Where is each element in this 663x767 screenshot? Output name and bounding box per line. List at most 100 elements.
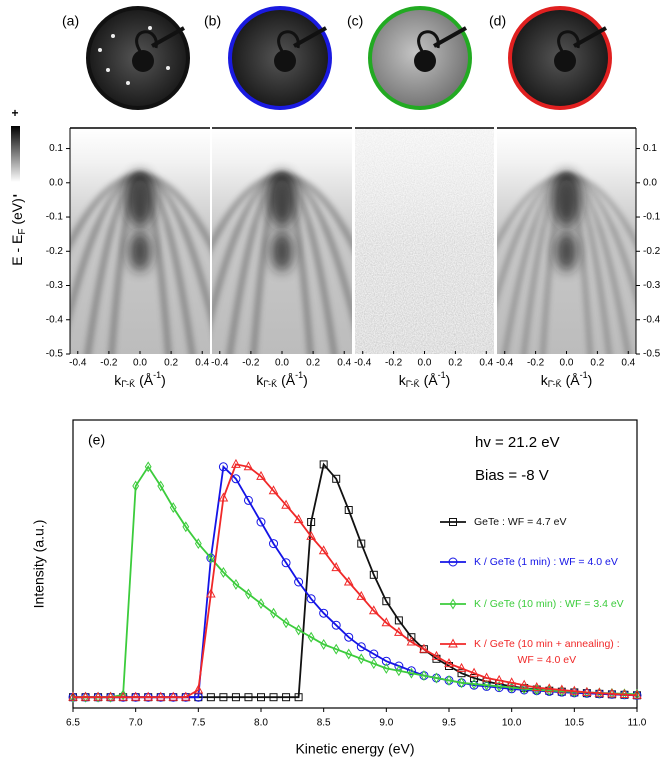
legend-marker xyxy=(448,638,458,648)
marker xyxy=(331,620,341,630)
x-tick-label: 0.2 xyxy=(590,358,604,369)
y-axis-label-part: E - E xyxy=(9,235,25,266)
y-tick-label: -0.3 xyxy=(643,280,661,291)
marker xyxy=(220,566,227,578)
sample-holder xyxy=(132,50,154,72)
marker xyxy=(369,570,378,579)
x-axis-label-part: Γ̄-K̄ xyxy=(121,379,135,389)
legend-label: GeTe : WF = 4.7 eV xyxy=(474,516,567,528)
marker xyxy=(206,588,216,598)
marker xyxy=(332,643,340,655)
marker xyxy=(382,662,390,674)
x-tick-label: 6.5 xyxy=(66,718,80,729)
marker xyxy=(232,578,240,590)
marker xyxy=(344,506,353,514)
marker xyxy=(381,656,391,666)
arpes-image xyxy=(497,128,636,354)
arpes-image xyxy=(70,128,210,354)
y-tick-label: -0.2 xyxy=(46,246,64,257)
marker xyxy=(331,562,342,572)
marker xyxy=(257,598,265,610)
marker xyxy=(406,636,417,646)
marker xyxy=(407,633,416,642)
sample-arm xyxy=(433,26,467,48)
marker xyxy=(307,518,316,526)
marker xyxy=(281,499,291,509)
marker xyxy=(369,649,379,659)
leed-spot xyxy=(98,48,102,52)
marker xyxy=(157,480,165,492)
marker xyxy=(394,626,404,636)
x-tick-label: 0.0 xyxy=(133,358,147,369)
x-tick-label: 7.5 xyxy=(191,718,205,729)
marker xyxy=(281,558,291,568)
marker xyxy=(193,684,204,694)
marker xyxy=(368,605,379,615)
marker xyxy=(306,594,316,604)
sample-holder xyxy=(414,50,436,72)
series xyxy=(68,458,642,701)
panel-label: (e) xyxy=(88,432,105,448)
x-tick-label: 9.5 xyxy=(442,718,456,729)
x-axis-label-part: -1 xyxy=(153,370,161,380)
x-tick-label: 10.5 xyxy=(565,718,585,729)
marker xyxy=(519,679,530,689)
legend-label: K / GeTe (10 min) : WF = 3.4 eV xyxy=(474,598,624,610)
x-tick-label: -0.4 xyxy=(354,358,372,369)
x-axis-label-part: ) xyxy=(588,372,593,388)
marker xyxy=(345,648,353,660)
sample-holder xyxy=(274,50,296,72)
y-axis-label-part: F xyxy=(17,229,28,235)
marker xyxy=(494,674,504,684)
x-tick-label: 7.0 xyxy=(129,718,143,729)
arpes-image xyxy=(212,128,352,354)
x-tick-label: -0.2 xyxy=(100,358,118,369)
marker xyxy=(357,539,366,548)
marker xyxy=(621,688,628,700)
sample-arm xyxy=(573,26,607,48)
marker xyxy=(419,643,429,653)
marker xyxy=(408,667,415,679)
leed-spot xyxy=(111,34,115,38)
leed-image xyxy=(508,6,612,110)
legend-label: K / GeTe (10 min + annealing) : WF = 4.0… xyxy=(474,638,620,666)
marker xyxy=(633,688,641,700)
marker xyxy=(470,678,478,690)
band-top xyxy=(552,171,581,228)
marker xyxy=(80,691,91,701)
marker xyxy=(381,617,392,627)
marker xyxy=(155,691,166,701)
marker xyxy=(445,674,453,686)
sample-arm xyxy=(293,26,327,48)
x-tick-label: 11.0 xyxy=(628,718,647,729)
leed-spot xyxy=(148,26,152,30)
marker xyxy=(406,666,416,676)
marker xyxy=(520,683,528,695)
marker xyxy=(306,530,316,540)
band-top xyxy=(268,171,296,228)
marker xyxy=(231,474,241,484)
marker xyxy=(457,669,466,678)
x-axis-label-part: -1 xyxy=(295,370,303,380)
marker xyxy=(356,642,366,652)
marker xyxy=(607,688,617,698)
marker xyxy=(433,672,440,684)
marker xyxy=(268,485,279,495)
x-tick-label: 9.0 xyxy=(379,718,393,729)
y-tick-label: 0.1 xyxy=(49,143,63,154)
marker xyxy=(218,462,228,472)
sample-holder xyxy=(554,50,576,72)
x-tick-label: 8.0 xyxy=(254,718,268,729)
x-axis-label: kΓ̄-K̄ (Å-1) xyxy=(541,370,593,389)
marker xyxy=(206,693,215,702)
marker xyxy=(231,458,241,468)
marker xyxy=(182,521,190,533)
marker xyxy=(295,624,302,636)
marker xyxy=(332,474,341,483)
leed-image xyxy=(368,6,472,110)
x-tick-label: -0.2 xyxy=(527,358,545,369)
legend-marker xyxy=(449,598,457,610)
series-line xyxy=(73,465,638,699)
series-line xyxy=(73,463,638,699)
x-axis-label-part: ) xyxy=(303,372,308,388)
